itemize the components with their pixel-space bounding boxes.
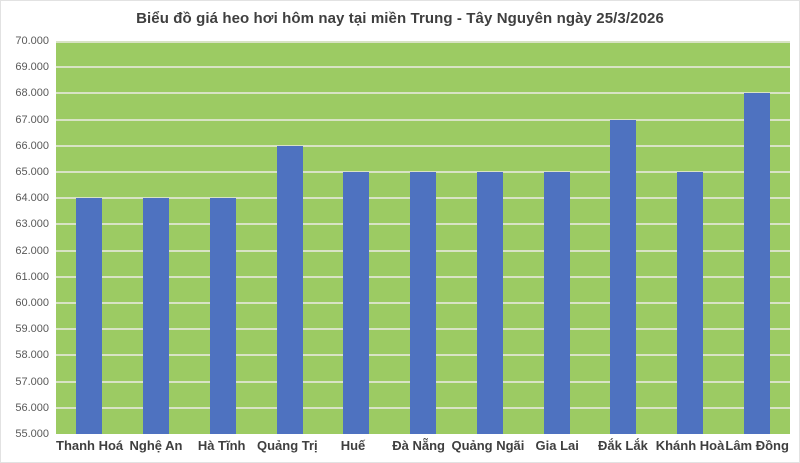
y-tick-label: 64.000 (15, 192, 49, 205)
bar-9 (676, 172, 703, 434)
bar-slot (590, 41, 657, 434)
y-tick-label: 69.000 (15, 61, 49, 74)
x-tick-label: Hà Tĩnh (197, 438, 246, 453)
bar-slot (323, 41, 390, 434)
y-axis: 70.000 69.000 68.000 67.000 66.000 65.000 64.0… (1, 35, 49, 440)
y-tick-label: 62.000 (15, 244, 49, 257)
bar-0 (76, 198, 103, 434)
bar-slot (390, 41, 457, 434)
bar-6 (476, 172, 503, 434)
bar-slot (523, 41, 590, 434)
gridline (56, 118, 790, 121)
gridline (56, 170, 790, 173)
bar-slot (189, 41, 256, 434)
y-tick-label: 61.000 (15, 270, 49, 283)
plot-area (56, 41, 790, 434)
bar-4 (343, 172, 370, 434)
y-tick-label: 57.000 (15, 375, 49, 388)
bar-slot (56, 41, 123, 434)
y-tick-label: 58.000 (15, 349, 49, 362)
bar-slot (723, 41, 790, 434)
gridline (56, 41, 790, 43)
bar-slot (256, 41, 323, 434)
y-tick-label: 65.000 (15, 165, 49, 178)
x-tick-label: Thanh Hoá (56, 438, 124, 453)
y-tick-label: 55.000 (15, 428, 49, 440)
bar-2 (209, 198, 236, 434)
gridline (56, 66, 790, 69)
y-tick-label: 70.000 (15, 35, 49, 47)
x-tick-label: Đắk Lắk (597, 438, 648, 453)
x-tick-label: Quảng Trị (256, 438, 318, 453)
bars-layer (56, 41, 790, 434)
bar-slot (123, 41, 190, 434)
gridline (56, 92, 790, 95)
bar-slot (456, 41, 523, 434)
x-tick-label: Huế (340, 438, 366, 453)
x-tick-label: Gia Lai (535, 438, 579, 453)
y-tick-label: 66.000 (15, 139, 49, 152)
y-tick-label: 63.000 (15, 218, 49, 231)
x-tick-label: Nghệ An (129, 438, 183, 453)
bar-7 (543, 172, 570, 434)
y-tick-label: 59.000 (15, 323, 49, 336)
bar-1 (143, 198, 170, 434)
y-tick-label: 67.000 (15, 113, 49, 126)
y-tick-label: 56.000 (15, 401, 49, 414)
x-tick-label: Quảng Ngãi (451, 438, 525, 453)
bar-3 (276, 145, 303, 434)
bar-5 (410, 172, 437, 434)
x-axis: Thanh Hoá Nghệ An Hà Tĩnh Quảng Trị Huế Đà Nẵ… (56, 438, 790, 453)
gridline (56, 144, 790, 147)
bar-slot (657, 41, 724, 434)
y-tick-label: 68.000 (15, 87, 49, 100)
x-tick-label: Lâm Đồng (725, 438, 789, 453)
bar-10 (743, 93, 770, 434)
y-tick-label: 60.000 (15, 296, 49, 309)
x-tick-label: Đà Nẵng (392, 438, 445, 453)
chart-title: Biểu đồ giá heo hơi hôm nay tại miền Tru… (136, 10, 664, 27)
x-tick-label: Khánh Hoà (655, 438, 725, 453)
bar-8 (610, 119, 637, 434)
